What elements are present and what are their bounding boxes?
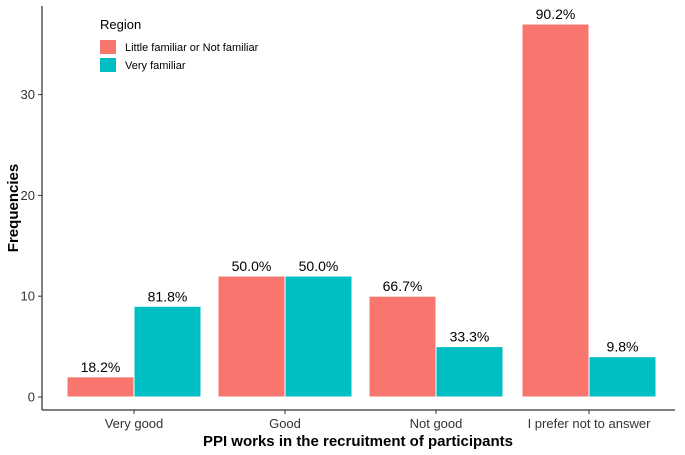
bar-value-label: 50.0% [232, 258, 272, 274]
x-axis-title: PPI works in the recruitment of particip… [203, 433, 513, 450]
bar-very-familiar [435, 346, 504, 398]
data-labels: 18.2% 50.0% 66.7% 90.2% 81.8% 50.0% 33.3% 9.8% [81, 6, 639, 375]
bar-very-familiar [588, 356, 657, 398]
bar-little-familiar [521, 23, 590, 398]
legend-key-very-familiar [100, 58, 116, 72]
bar-value-label: 66.7% [383, 278, 423, 294]
bar-value-label: 81.8% [148, 288, 188, 304]
legend: Region Little familiar or Not familiar V… [100, 17, 259, 72]
y-tick-label: 10 [21, 289, 35, 304]
x-tick-label: Good [269, 416, 301, 431]
bar-little-familiar [66, 376, 135, 398]
bar-value-label: 33.3% [450, 329, 490, 345]
bar-value-label: 18.2% [81, 359, 121, 375]
y-tick-label: 20 [21, 188, 35, 203]
x-tick-label: Very good [105, 416, 164, 431]
x-tick-label: I prefer not to answer [528, 416, 652, 431]
axes [38, 6, 675, 414]
legend-key-little-familiar [100, 40, 116, 54]
legend-title: Region [100, 17, 141, 32]
y-tick-label: 0 [28, 390, 35, 405]
bars [66, 23, 657, 398]
bar-value-label: 90.2% [536, 6, 576, 22]
bar-little-familiar [217, 275, 286, 398]
legend-label-little-familiar: Little familiar or Not familiar [125, 42, 259, 54]
bar-value-label: 50.0% [299, 258, 339, 274]
legend-label-very-familiar: Very familiar [125, 60, 186, 72]
y-axis-title: Frequencies [5, 164, 22, 252]
bar-value-label: 9.8% [607, 339, 639, 355]
bar-very-familiar [133, 305, 202, 398]
bar-very-familiar [284, 275, 353, 398]
y-tick-label: 30 [21, 87, 35, 102]
bar-little-familiar [368, 295, 437, 398]
tick-labels: 0 10 20 30 Very good Good Not good I prefer not… [21, 87, 652, 431]
x-tick-label: Not good [410, 416, 463, 431]
